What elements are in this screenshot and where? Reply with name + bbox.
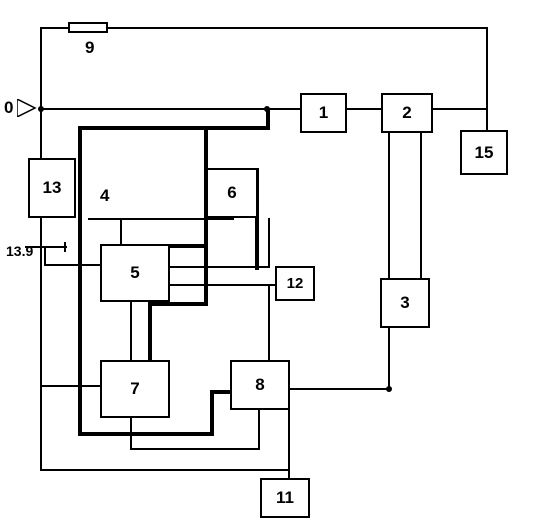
block-7: 7 bbox=[100, 360, 170, 418]
connection-line bbox=[347, 108, 383, 110]
block-12: 12 bbox=[275, 266, 315, 301]
block-6-label: 6 bbox=[227, 183, 236, 203]
thick-connection-line bbox=[78, 126, 270, 130]
connection-line bbox=[288, 410, 290, 480]
label-zero-text: 0 bbox=[4, 98, 13, 117]
junction-dot bbox=[38, 106, 44, 112]
connection-line bbox=[268, 284, 270, 362]
block-1: 1 bbox=[300, 93, 347, 133]
thick-connection-line bbox=[204, 214, 208, 306]
block-15: 15 bbox=[460, 130, 508, 175]
block-2-label: 2 bbox=[402, 103, 411, 123]
connection-line bbox=[420, 133, 422, 280]
block-11-label: 11 bbox=[276, 488, 294, 508]
connection-line bbox=[44, 264, 102, 266]
block-1-label: 1 bbox=[319, 103, 328, 123]
connection-line bbox=[130, 302, 132, 362]
connection-line bbox=[170, 284, 277, 286]
thick-connection-line bbox=[148, 302, 206, 306]
connection-line bbox=[130, 448, 260, 450]
block-12-label: 12 bbox=[287, 275, 304, 292]
connection-line bbox=[258, 410, 260, 450]
block-6: 6 bbox=[206, 168, 258, 218]
connection-line bbox=[388, 133, 390, 280]
thick-connection-line bbox=[148, 302, 152, 364]
block-7-label: 7 bbox=[130, 379, 139, 399]
label-nine-text: 9 bbox=[85, 38, 94, 57]
connection-line bbox=[64, 242, 66, 252]
label-four: 4 bbox=[100, 186, 109, 206]
connection-line bbox=[268, 218, 270, 268]
thick-connection-line bbox=[78, 432, 214, 436]
connection-line bbox=[40, 108, 302, 110]
block-8: 8 bbox=[230, 360, 290, 410]
thick-connection-line bbox=[210, 390, 214, 436]
connection-line bbox=[120, 218, 122, 246]
connection-line bbox=[40, 27, 42, 158]
thick-connection-line bbox=[78, 126, 82, 436]
block-13-label: 13 bbox=[43, 178, 62, 198]
connection-line bbox=[88, 218, 234, 220]
thick-connection-line bbox=[204, 126, 208, 170]
label-nine: 9 bbox=[85, 38, 94, 58]
label-zero: 0 bbox=[4, 98, 13, 118]
block-3-label: 3 bbox=[400, 293, 409, 313]
input-marker bbox=[17, 99, 37, 117]
block-2: 2 bbox=[381, 93, 433, 133]
label-four-text: 4 bbox=[100, 186, 109, 205]
label-thirteen-nine: 13.9 bbox=[6, 243, 33, 259]
connection-line bbox=[108, 27, 488, 29]
block-3: 3 bbox=[380, 278, 430, 328]
block-11: 11 bbox=[260, 478, 310, 518]
thick-connection-line bbox=[210, 390, 232, 394]
block-8-label: 8 bbox=[255, 375, 264, 395]
connection-line bbox=[40, 385, 102, 387]
connection-line bbox=[40, 218, 42, 471]
connection-line bbox=[486, 27, 488, 132]
connection-line bbox=[40, 27, 68, 29]
block-15-label: 15 bbox=[475, 143, 494, 163]
connection-line bbox=[388, 328, 390, 390]
fuse-block bbox=[68, 22, 108, 33]
connection-line bbox=[433, 108, 488, 110]
connection-line bbox=[40, 469, 290, 471]
connection-line bbox=[290, 388, 390, 390]
block-13: 13 bbox=[28, 158, 76, 218]
label-thirteen-nine-text: 13.9 bbox=[6, 243, 33, 259]
junction-dot bbox=[386, 386, 392, 392]
block-5-label: 5 bbox=[130, 263, 139, 283]
block-5: 5 bbox=[100, 244, 170, 302]
junction-dot bbox=[264, 106, 270, 112]
